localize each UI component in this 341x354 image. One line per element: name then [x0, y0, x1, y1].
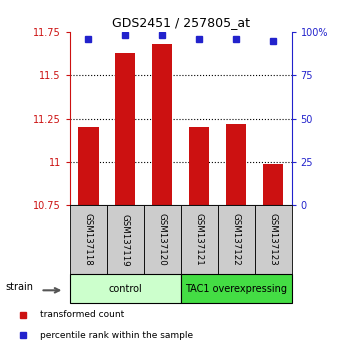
Bar	[189, 127, 209, 205]
Bar	[226, 124, 246, 205]
Bar	[144, 205, 181, 274]
Bar	[152, 44, 173, 205]
Bar	[181, 274, 292, 303]
Text: GSM137122: GSM137122	[232, 213, 241, 266]
Bar	[181, 205, 218, 274]
Title: GDS2451 / 257805_at: GDS2451 / 257805_at	[112, 16, 250, 29]
Bar	[70, 274, 181, 303]
Text: GSM137119: GSM137119	[121, 213, 130, 266]
Bar	[218, 205, 255, 274]
Text: control: control	[108, 284, 142, 294]
Bar	[263, 164, 283, 205]
Bar	[107, 205, 144, 274]
Bar	[115, 53, 135, 205]
Text: GSM137118: GSM137118	[84, 213, 93, 266]
Bar	[255, 205, 292, 274]
Text: percentile rank within the sample: percentile rank within the sample	[40, 331, 193, 339]
Text: strain: strain	[5, 281, 34, 292]
Bar	[70, 205, 107, 274]
Text: GSM137120: GSM137120	[158, 213, 167, 266]
Text: TAC1 overexpressing: TAC1 overexpressing	[185, 284, 287, 294]
Text: transformed count: transformed count	[40, 310, 124, 319]
Bar	[78, 127, 99, 205]
Text: GSM137121: GSM137121	[195, 213, 204, 266]
Text: GSM137123: GSM137123	[269, 213, 278, 266]
